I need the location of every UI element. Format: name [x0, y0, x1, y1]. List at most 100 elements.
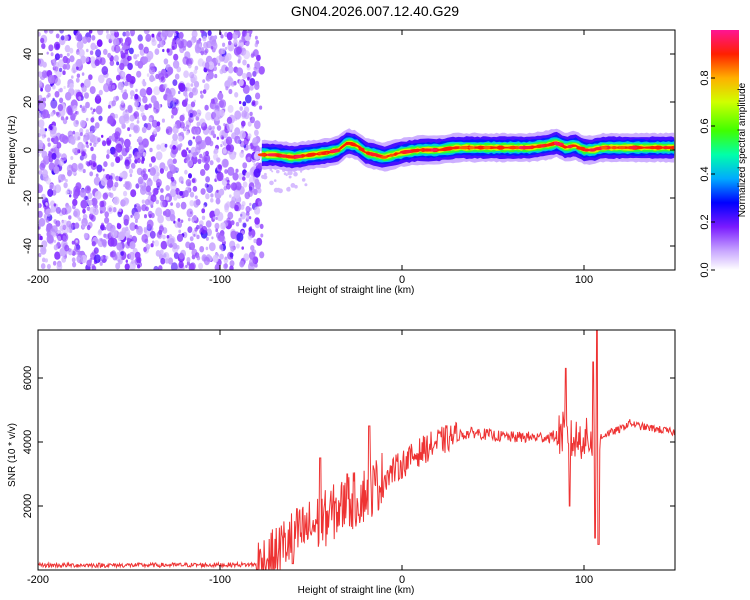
- heatmap-noise-blob: [99, 57, 106, 66]
- heatmap-noise-blob: [189, 113, 193, 118]
- heatmap-noise-blob: [172, 125, 179, 134]
- heatmap-noise-blob: [54, 251, 61, 260]
- heatmap-noise-blob: [38, 139, 44, 149]
- heatmap-noise-blob: [42, 109, 49, 119]
- heatmap-noise-blob: [65, 178, 68, 183]
- heatmap-noise-blob: [129, 122, 135, 130]
- heatmap-noise-blob: [176, 233, 184, 242]
- heatmap-noise-blob: [101, 134, 104, 138]
- heatmap-noise-blob: [203, 50, 208, 56]
- heatmap-noise-blob: [225, 201, 231, 208]
- heatmap-noise-blob: [247, 233, 253, 241]
- heatmap-ridge-peak: [515, 146, 520, 150]
- heatmap-noise-blob: [271, 170, 274, 173]
- heatmap-noise-blob: [199, 153, 203, 159]
- heatmap-noise-blob: [59, 67, 63, 72]
- heatmap-noise-blob: [38, 184, 43, 193]
- heatmap-noise-blob: [178, 135, 183, 142]
- heatmap-noise-blob: [273, 187, 279, 193]
- heatmap-noise-blob: [223, 256, 229, 264]
- heatmap-noise-blob: [164, 166, 169, 172]
- heatmap-noise-blob: [232, 172, 239, 181]
- heatmap-noise-blob: [216, 136, 220, 140]
- heatmap-noise-blob: [141, 234, 148, 243]
- heatmap-noise-blob: [106, 149, 111, 155]
- heatmap-noise-blob: [76, 40, 84, 50]
- heatmap-noise-blob: [214, 208, 221, 217]
- heatmap-noise-blob: [125, 41, 129, 46]
- heatmap-noise-blob: [171, 45, 175, 51]
- heatmap-noise-blob: [46, 234, 54, 244]
- heatmap-noise-blob: [90, 117, 95, 123]
- heatmap-noise-blob: [174, 36, 178, 40]
- heatmap-noise-blob: [300, 170, 303, 173]
- heatmap-noise-blob: [110, 162, 115, 167]
- heatmap-noise-blob: [229, 194, 232, 198]
- heatmap-noise-blob: [52, 97, 55, 101]
- heatmap-noise-blob: [171, 30, 176, 34]
- heatmap-noise-blob: [141, 199, 145, 204]
- heatmap-noise-blob: [81, 222, 86, 229]
- heatmap-noise-blob: [148, 177, 151, 182]
- heatmap-noise-blob: [72, 198, 78, 206]
- heatmap-noise-blob: [129, 90, 135, 97]
- heatmap-noise-blob: [259, 223, 264, 229]
- heatmap-noise-blob: [188, 63, 192, 69]
- snr-y-axis-label: SNR (10 * v/v): [7, 423, 18, 487]
- heatmap-noise-blob: [186, 147, 189, 151]
- heatmap-noise-blob: [127, 62, 133, 71]
- heatmap-noise-blob: [163, 58, 169, 65]
- heatmap-noise-blob: [90, 56, 96, 63]
- heatmap-noise-blob: [97, 137, 101, 143]
- heatmap-noise-blob: [53, 166, 60, 174]
- heatmap-noise-blob: [103, 233, 107, 238]
- heatmap-noise-blob: [117, 81, 124, 91]
- heatmap-noise-blob: [86, 259, 92, 267]
- heatmap-noise-blob: [170, 176, 175, 182]
- heatmap-noise-blob: [71, 162, 78, 173]
- heatmap-noise-blob: [90, 42, 96, 51]
- heatmap-noise-blob: [162, 48, 165, 53]
- heatmap-noise-blob: [72, 261, 77, 268]
- heatmap-noise-blob: [167, 257, 174, 265]
- heatmap-noise-blob: [75, 239, 78, 243]
- heatmap-noise-blob: [151, 119, 158, 128]
- colorbar-gradient: [711, 30, 739, 270]
- heatmap-noise-blob: [149, 134, 155, 142]
- heatmap-noise-blob: [183, 70, 190, 78]
- heatmap-noise-blob: [202, 89, 207, 94]
- heatmap-noise-blob: [248, 227, 252, 232]
- heatmap-noise-blob: [211, 236, 214, 240]
- heatmap-noise-blob: [71, 75, 74, 79]
- heatmap-noise-blob: [175, 202, 181, 209]
- heatmap-noise-blob: [90, 130, 93, 134]
- heatmap-noise-blob: [53, 203, 57, 207]
- snr-x-tick-label: 100: [575, 574, 593, 586]
- heatmap-noise-blob: [170, 182, 177, 192]
- heatmap-noise-blob: [81, 72, 85, 76]
- heatmap-noise-blob: [94, 190, 102, 200]
- heatmap-noise-blob: [252, 70, 257, 77]
- heatmap-noise-blob: [45, 208, 52, 217]
- heatmap-noise-blob: [122, 45, 127, 51]
- heatmap-noise-blob: [216, 171, 224, 182]
- heatmap-noise-blob: [137, 176, 144, 185]
- heatmap-noise-blob: [196, 224, 200, 230]
- heatmap-noise-blob: [202, 79, 206, 83]
- heatmap-noise-blob: [173, 32, 177, 37]
- heatmap-noise-blob: [136, 151, 143, 159]
- heatmap-noise-blob: [127, 127, 131, 132]
- heatmap-noise-blob: [205, 111, 212, 121]
- heatmap-noise-blob: [234, 92, 239, 98]
- heatmap-noise-blob: [204, 62, 210, 69]
- heatmap-noise-blob: [39, 127, 46, 137]
- snr-y-ticks: 2000 4000 6000: [22, 366, 675, 518]
- heatmap-noise-blob: [49, 185, 53, 190]
- heatmap-noise-blob: [164, 258, 169, 264]
- heatmap-noise-blob: [160, 240, 168, 250]
- heatmap-noise-blob: [255, 68, 260, 74]
- snr-panel: -200 -100 0 100 2000 4000 6000 Height of stra…: [7, 329, 676, 596]
- heatmap-noise-blob: [81, 85, 87, 93]
- heatmap-noise-blob: [69, 82, 74, 90]
- heatmap-noise-blob: [241, 246, 244, 250]
